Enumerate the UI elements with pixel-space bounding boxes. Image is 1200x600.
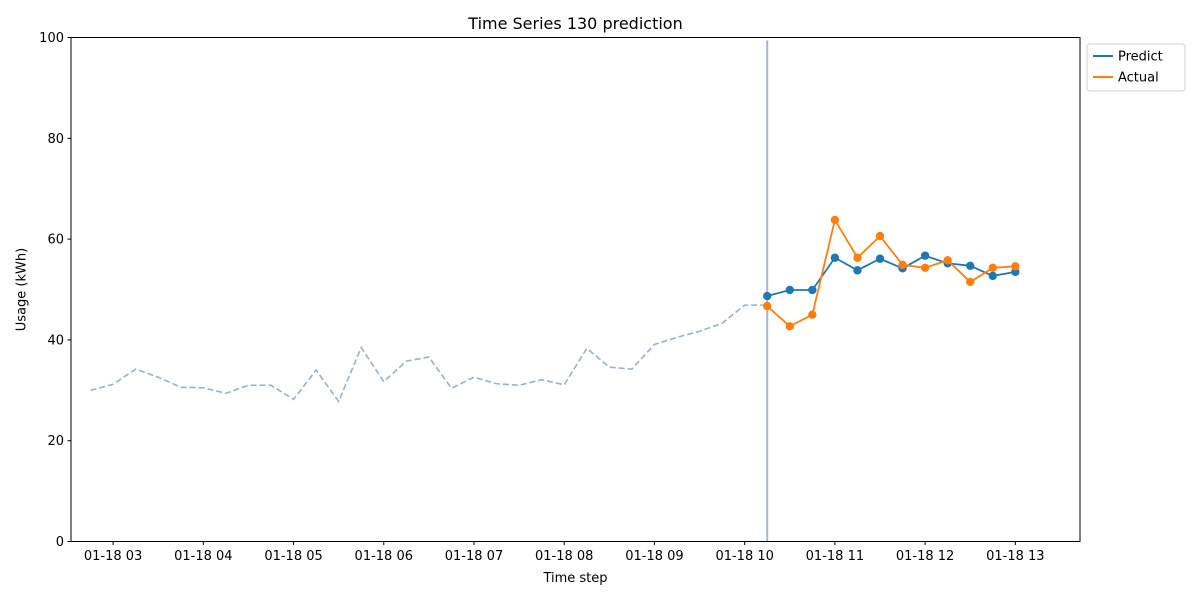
actual-data-point <box>966 277 975 287</box>
predict-data-point <box>988 271 997 281</box>
predict-data-point <box>785 285 794 295</box>
actual-data-point <box>830 215 840 225</box>
predict-data-point <box>966 261 975 271</box>
predict-data-point <box>763 291 772 301</box>
actual-data-point <box>920 263 930 273</box>
predict-data-point <box>875 254 885 263</box>
predict-data-point <box>808 285 817 295</box>
legend-predict-label: Predict <box>1118 50 1163 65</box>
actual-data-point <box>875 231 885 241</box>
x-tick-label: 01-18 05 <box>264 549 322 564</box>
plot-frame <box>70 37 1081 542</box>
x-tick-label: 01-18 07 <box>445 549 503 564</box>
y-axis-label: Usage (kWh) <box>15 248 30 331</box>
actual-data-point <box>808 310 817 319</box>
x-tick-label: 01-18 06 <box>355 549 413 564</box>
actual-data-point <box>898 260 907 270</box>
x-tick-label: 01-18 09 <box>625 549 683 564</box>
legend: Predict Actual <box>1086 43 1186 92</box>
predict-data-point <box>830 253 840 262</box>
x-tick-label: 01-18 08 <box>535 549 593 564</box>
predict-data-point <box>853 266 862 275</box>
x-tick-label: 01-18 03 <box>84 549 142 564</box>
chart-title: Time Series 130 prediction <box>467 14 682 33</box>
history-series-line <box>90 304 768 404</box>
x-tick-label: 01-18 13 <box>986 549 1044 564</box>
actual-data-point <box>853 253 862 262</box>
x-axis-label: Time step <box>542 571 607 586</box>
x-tick-label: 01-18 12 <box>896 549 954 564</box>
y-tick-label: 60 <box>47 233 64 248</box>
y-tick-label: 100 <box>39 31 64 46</box>
y-tick-label: 80 <box>47 132 64 147</box>
actual-data-point <box>943 256 952 265</box>
plot-area: 0 20 40 60 80 100 01-18 03 01-18 04 01-18 05 01-1… <box>39 31 1044 564</box>
actual-series-line <box>766 217 1016 328</box>
y-tick-label: 40 <box>47 333 64 348</box>
actual-data-point <box>763 301 772 311</box>
actual-data-point <box>1011 262 1020 271</box>
actual-data-point <box>785 322 794 331</box>
y-tick-label: 0 <box>56 535 64 550</box>
x-tick-label: 01-18 11 <box>806 549 864 564</box>
y-tick-label: 20 <box>47 434 64 449</box>
predict-data-point <box>920 251 930 260</box>
actual-data-point <box>988 263 997 273</box>
legend-actual-label: Actual <box>1118 71 1159 86</box>
x-tick-label: 01-18 04 <box>174 549 232 564</box>
x-tick-label: 01-18 10 <box>715 549 773 564</box>
